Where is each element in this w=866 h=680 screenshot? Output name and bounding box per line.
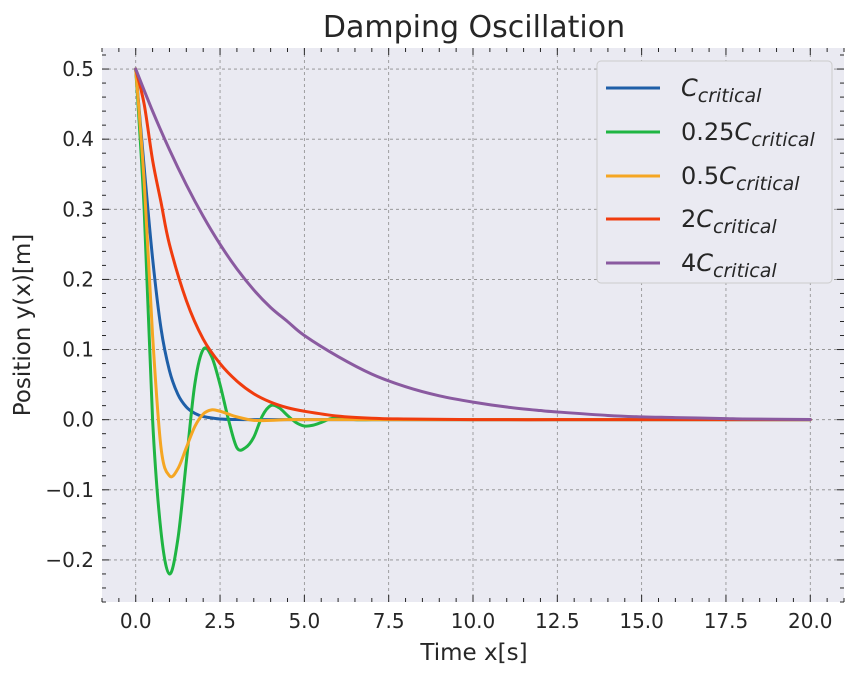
x-tick-label: 20.0: [788, 609, 833, 633]
y-tick-label: 0.3: [62, 197, 94, 221]
legend-box: [596, 60, 833, 284]
y-tick-label: 0.0: [62, 408, 94, 432]
series-lines: [134, 67, 812, 576]
y-tick-label: 0.2: [62, 267, 94, 291]
y-tick-label: −0.1: [45, 478, 94, 502]
x-tick-label: 17.5: [704, 609, 749, 633]
legend-entry: Ccritical: [681, 74, 762, 107]
y-tick-label: 0.4: [62, 127, 94, 151]
tick-marks: [101, 48, 845, 603]
legend-entry: 0.25Ccritical: [681, 118, 816, 151]
legend-entry: 0.5Ccritical: [681, 162, 800, 195]
x-tick-label: 2.5: [204, 609, 236, 633]
legend-entry: 2Ccritical: [681, 205, 777, 238]
x-tick-label: 0.0: [120, 609, 152, 633]
y-axis-label: Position y(x)[m]: [10, 234, 36, 416]
y-tick-label: 0.5: [62, 57, 94, 81]
series-line-3: [134, 67, 812, 422]
x-tick-label: 15.0: [619, 609, 664, 633]
y-tick-label: −0.2: [45, 548, 94, 572]
chart-title: Damping Oscillation: [323, 10, 625, 45]
y-tick-label: 0.1: [62, 338, 94, 362]
legend: Ccritical 0.25Ccritical 0.5Ccritical 2Ccrit…: [596, 60, 833, 284]
x-tick-label: 12.5: [535, 609, 580, 633]
x-axis-label: Time x[s]: [419, 640, 527, 666]
x-tick-label: 5.0: [288, 609, 320, 633]
x-tick-label: 7.5: [373, 609, 405, 633]
tick-labels: 0.0 2.5 5.0 7.5 10.0 12.5 15.0 17.5 20.0 −0.2 −0.1…: [45, 57, 832, 633]
series-line-4: [134, 67, 812, 421]
legend-entry: 4Ccritical: [681, 249, 777, 282]
x-tick-label: 10.0: [451, 609, 496, 633]
